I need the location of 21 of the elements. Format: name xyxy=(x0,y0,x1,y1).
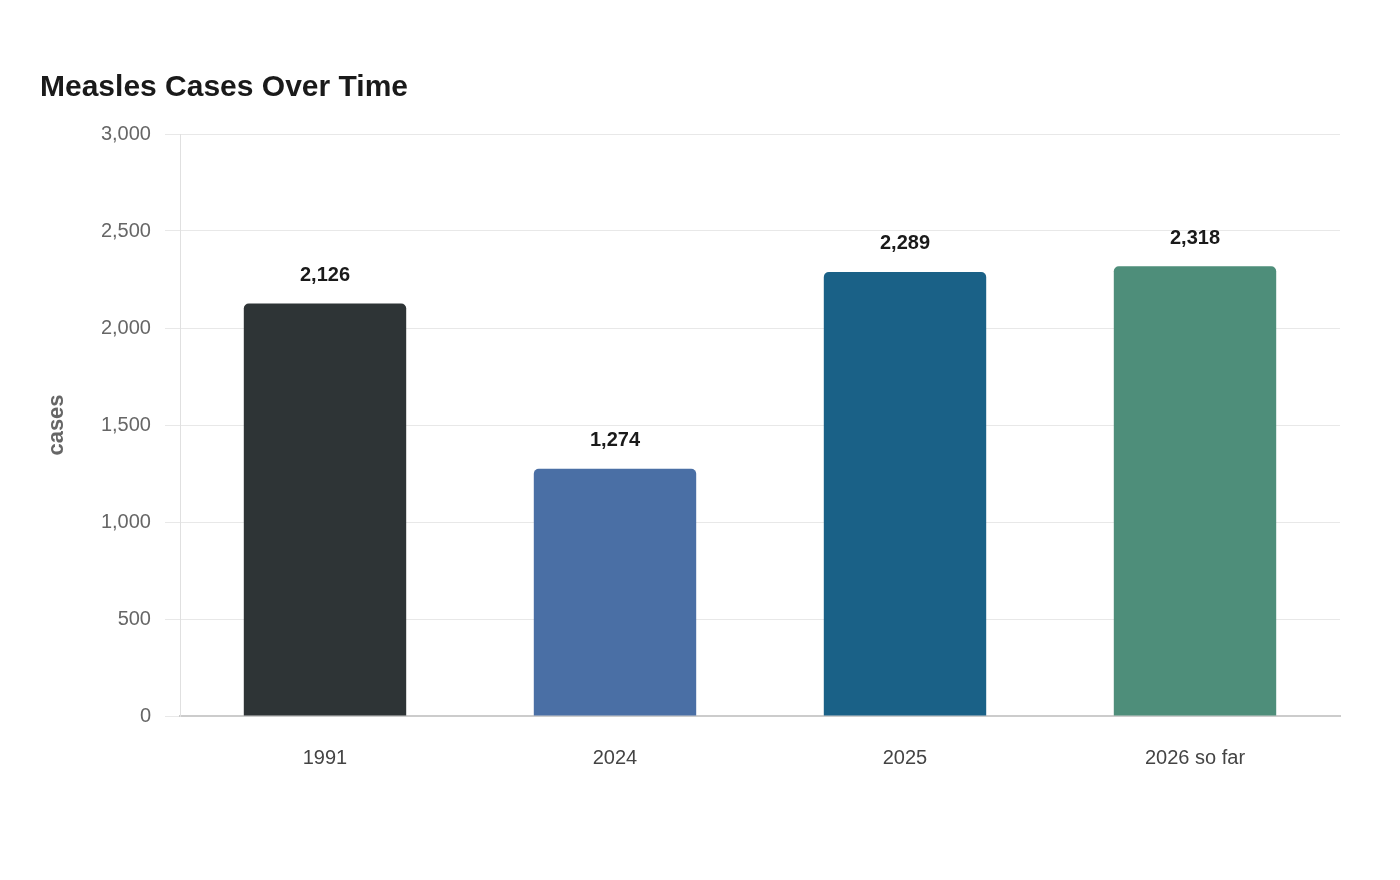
chart-title: Measles Cases Over Time xyxy=(40,69,409,103)
data-label: 2,318 xyxy=(1169,225,1221,248)
y-tick-label: 0 xyxy=(139,703,151,726)
bar xyxy=(533,468,697,716)
x-tick-label: 1991 xyxy=(302,745,348,768)
data-label: 1,274 xyxy=(589,428,641,451)
y-tick-label: 2,500 xyxy=(100,218,151,241)
y-tick-label: 1,500 xyxy=(100,412,151,435)
x-tick-label: 2024 xyxy=(592,745,638,768)
data-label: 2,126 xyxy=(299,263,351,286)
x-tick-label: 2026 so far xyxy=(1144,745,1246,768)
data-label: 2,289 xyxy=(879,231,931,254)
y-tick-label: 500 xyxy=(117,606,151,629)
y-tick-label: 1,000 xyxy=(100,509,151,532)
x-tick-label: 2025 xyxy=(882,745,928,768)
bar xyxy=(823,271,987,716)
y-tick-label: 3,000 xyxy=(100,121,151,144)
y-tick-label: 2,000 xyxy=(100,315,151,338)
bar xyxy=(1113,266,1277,716)
y-axis-title: cases xyxy=(43,394,69,456)
bar xyxy=(243,303,407,716)
